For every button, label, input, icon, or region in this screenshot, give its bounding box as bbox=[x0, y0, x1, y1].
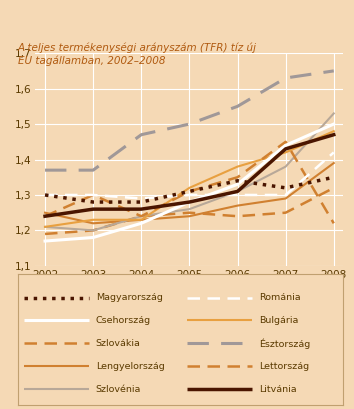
Text: Lengyelország: Lengyelország bbox=[96, 362, 165, 371]
Text: Litvánia: Litvánia bbox=[259, 385, 296, 394]
Text: Románia: Románia bbox=[259, 293, 300, 302]
Text: Szlovénia: Szlovénia bbox=[96, 385, 141, 394]
Text: Csehország: Csehország bbox=[96, 316, 151, 325]
Text: Lettország: Lettország bbox=[259, 362, 309, 371]
Text: A teljes termékenységi arányszám (TFR) tíz új
EU tagállamban, 2002–2008: A teljes termékenységi arányszám (TFR) t… bbox=[18, 43, 257, 66]
Text: Magyarország: Magyarország bbox=[96, 293, 163, 302]
Text: Bulgária: Bulgária bbox=[259, 316, 298, 325]
Text: Észtország: Észtország bbox=[259, 338, 310, 348]
Text: Szlovákia: Szlovákia bbox=[96, 339, 141, 348]
